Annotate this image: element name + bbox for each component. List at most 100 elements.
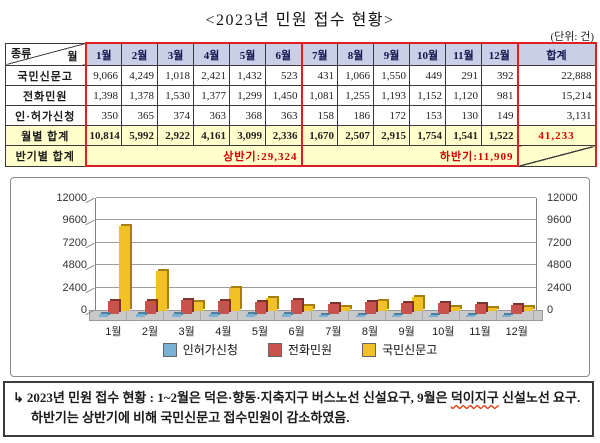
page-title: <2023년 민원 접수 현황> bbox=[205, 12, 395, 29]
empty-diagonal-cell bbox=[516, 145, 597, 167]
value-cell: 363 bbox=[265, 105, 303, 126]
x-axis-label: 11월 bbox=[469, 326, 491, 338]
bar-국민신문고 bbox=[155, 271, 167, 311]
y-axis-label-right: 2400 bbox=[547, 281, 572, 294]
unit-label: (단위: 건) bbox=[550, 31, 595, 43]
legend-swatch-icon bbox=[362, 342, 377, 357]
legend-item: 국민신문고 bbox=[362, 341, 437, 358]
row-total-cell: 15,214 bbox=[516, 85, 597, 106]
x-axis-label: 4월 bbox=[215, 326, 232, 338]
gridline bbox=[96, 264, 536, 266]
bar-인허가신청 bbox=[392, 315, 402, 317]
bar-전화민원 bbox=[438, 303, 449, 314]
x-axis-label: 9월 bbox=[398, 326, 415, 338]
month-header: 10월 bbox=[409, 42, 446, 66]
monthly-total-cell: 1,754 bbox=[409, 125, 446, 146]
y-axis-label-left: 12000 bbox=[56, 192, 87, 204]
bar-전화민원 bbox=[401, 302, 413, 314]
month-header: 7월 bbox=[301, 42, 338, 66]
bar-인허가신청 bbox=[465, 315, 475, 317]
bar-전화민원 bbox=[108, 300, 119, 314]
value-cell: 1,550 bbox=[373, 65, 410, 86]
value-cell: 449 bbox=[409, 65, 446, 86]
grand-total-cell: 41,233 bbox=[516, 125, 597, 146]
value-cell: 431 bbox=[301, 65, 338, 86]
y-axis-label-right: 7200 bbox=[547, 236, 572, 249]
gridline bbox=[96, 219, 536, 221]
y-axis-label-left: 4800 bbox=[62, 259, 87, 272]
month-header: 9월 bbox=[373, 42, 410, 66]
monthly-total-cell: 1,522 bbox=[481, 125, 518, 146]
gridline bbox=[96, 241, 536, 243]
value-cell: 1,152 bbox=[409, 85, 446, 106]
monthly-total-cell: 2,336 bbox=[265, 125, 303, 146]
chart-legend: 인허가신청 전화민원 국민신문고 bbox=[11, 341, 589, 358]
monthly-complaints-chart: 0 0 2400 2400 4800 4800 7200 7200 9600 9600 12000 1… bbox=[10, 177, 590, 377]
bar-전화민원 bbox=[474, 303, 486, 314]
bar-인허가신청 bbox=[502, 315, 512, 317]
y-axis-label-left: 9600 bbox=[62, 214, 87, 227]
legend-item: 인허가신청 bbox=[162, 341, 238, 358]
monthly-total-cell: 5,992 bbox=[121, 125, 158, 146]
bar-인허가신청 bbox=[282, 313, 292, 317]
complaint-table: 종류 월 1월 2월 3월 4월 5월 6월 7월 8월 9월 10월 11월 12월 합계 국민신문고 9,… bbox=[5, 42, 597, 167]
value-cell: 1,377 bbox=[193, 85, 230, 106]
legend-label: 국민신문고 bbox=[382, 343, 438, 357]
x-axis-label: 2월 bbox=[141, 326, 159, 338]
monthly-total-cell: 1,541 bbox=[445, 125, 482, 146]
value-cell: 374 bbox=[157, 105, 194, 126]
caption-misspelled-word: 덕이지구 bbox=[450, 390, 499, 405]
value-cell: 1,378 bbox=[121, 85, 158, 106]
monthly-total-label: 월별 합계 bbox=[5, 125, 86, 146]
bar-인허가신청 bbox=[429, 315, 438, 317]
gridline bbox=[96, 197, 536, 198]
table-row: 국민신문고 9,066 4,249 1,018 2,421 1,432 523 431 1,06… bbox=[5, 65, 597, 86]
row-label: 국민신문고 bbox=[5, 65, 86, 86]
month-header: 3월 bbox=[157, 42, 194, 66]
y-axis-label-right: 9600 bbox=[547, 214, 572, 227]
value-cell: 1,530 bbox=[157, 85, 194, 106]
y-axis-label-left: 2400 bbox=[62, 281, 87, 294]
bar-인허가신청 bbox=[209, 313, 218, 317]
value-cell: 153 bbox=[409, 105, 446, 126]
caption-box: ↳ 2023년 민원 접수 현황 : 1~2월은 덕은·향동·지축지구 버스노선 … bbox=[3, 381, 594, 437]
y-axis-label-right: 0 bbox=[547, 304, 554, 316]
value-cell: 368 bbox=[229, 105, 266, 126]
gridline bbox=[96, 286, 536, 288]
value-cell: 130 bbox=[445, 105, 482, 126]
value-cell: 1,450 bbox=[265, 85, 303, 106]
value-cell: 1,193 bbox=[373, 85, 410, 106]
bar-인허가신청 bbox=[355, 315, 365, 317]
x-axis-label: 3월 bbox=[178, 326, 195, 338]
bar-국민신문고 bbox=[375, 301, 387, 311]
bar-국민신문고 bbox=[522, 307, 534, 311]
monthly-total-cell: 2,915 bbox=[373, 125, 410, 146]
legend-swatch-icon bbox=[267, 342, 282, 357]
bar-전화민원 bbox=[511, 304, 523, 314]
bar-국민신문고 bbox=[485, 308, 497, 311]
value-cell: 4,249 bbox=[121, 65, 158, 86]
bar-국민신문고 bbox=[192, 301, 204, 311]
monthly-total-row: 월별 합계 10,814 5,992 2,922 4,161 3,099 2,336 1,67… bbox=[5, 125, 597, 146]
plot-area bbox=[95, 197, 537, 317]
bar-국민신문고 bbox=[229, 288, 240, 311]
x-axis-label: 6월 bbox=[288, 326, 305, 338]
bar-국민신문고 bbox=[302, 306, 314, 311]
corner-type-label: 종류 bbox=[11, 47, 32, 60]
table-row: 인·허가신청 350 365 374 363 368 363 158 186 172 153 130 1… bbox=[5, 105, 597, 126]
value-cell: 1,432 bbox=[229, 65, 266, 86]
monthly-total-cell: 3,099 bbox=[229, 125, 266, 146]
x-axis-label: 12월 bbox=[505, 326, 528, 338]
value-cell: 523 bbox=[265, 65, 303, 86]
row-total-cell: 22,888 bbox=[516, 65, 597, 86]
bar-전화민원 bbox=[144, 301, 156, 314]
legend-swatch-icon bbox=[162, 342, 177, 357]
month-header: 12월 bbox=[481, 42, 518, 66]
value-cell: 186 bbox=[337, 105, 374, 126]
bar-전화민원 bbox=[218, 301, 229, 314]
value-cell: 1,120 bbox=[445, 85, 482, 106]
total-header: 합계 bbox=[516, 42, 597, 66]
bar-국민신문고 bbox=[339, 306, 350, 311]
half-year-row: 반기별 합계 상반기:29,324 하반기:11,909 bbox=[5, 145, 597, 167]
caption-part2: 신설노선 요구. 하반기는 상반기에 비해 국민신문고 접수민원이 감소하였음. bbox=[31, 390, 581, 425]
